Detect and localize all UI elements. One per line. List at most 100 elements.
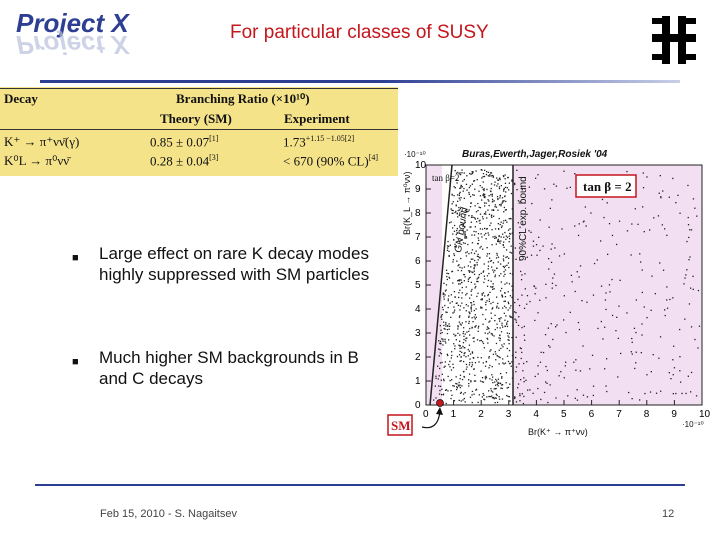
scatter-point bbox=[464, 347, 466, 349]
scatter-point bbox=[463, 307, 465, 309]
scatter-point bbox=[635, 299, 637, 301]
scatter-point bbox=[448, 323, 450, 325]
scatter-point bbox=[501, 295, 503, 297]
scatter-point bbox=[487, 171, 490, 173]
scatter-point bbox=[488, 204, 490, 207]
scatter-point bbox=[504, 174, 506, 176]
scatter-point bbox=[626, 312, 628, 314]
scatter-point bbox=[520, 357, 522, 360]
scatter-point bbox=[479, 185, 481, 187]
scatter-point bbox=[503, 206, 505, 209]
scatter-point bbox=[527, 389, 529, 391]
scatter-point bbox=[448, 363, 450, 366]
scatter-point bbox=[452, 312, 454, 314]
scatter-point bbox=[461, 223, 463, 226]
scatter-point bbox=[503, 275, 505, 277]
scatter-point bbox=[457, 265, 459, 267]
scatter-point bbox=[501, 287, 503, 290]
scatter-point bbox=[646, 374, 648, 376]
y-tick-label: 4 bbox=[415, 304, 421, 315]
scatter-point bbox=[501, 376, 503, 378]
scatter-point bbox=[465, 368, 468, 370]
scatter-point bbox=[486, 275, 489, 277]
scatter-point bbox=[666, 299, 668, 301]
scatter-point bbox=[486, 255, 488, 257]
scatter-point bbox=[456, 355, 459, 358]
scatter-point bbox=[468, 373, 471, 375]
scatter-point bbox=[470, 307, 472, 309]
scatter-point bbox=[453, 343, 455, 345]
scatter-point bbox=[471, 288, 473, 291]
scatter-point bbox=[537, 312, 539, 314]
scatter-point bbox=[468, 271, 471, 273]
scatter-point bbox=[484, 318, 487, 320]
scatter-point bbox=[458, 296, 460, 299]
scatter-point bbox=[460, 356, 462, 358]
scatter-point bbox=[683, 283, 685, 285]
scatter-point bbox=[500, 203, 502, 205]
scatter-point bbox=[459, 279, 461, 281]
scatter-point bbox=[483, 213, 486, 215]
scatter-point bbox=[457, 332, 459, 334]
scatter-point bbox=[481, 236, 483, 238]
scatter-point bbox=[488, 367, 490, 369]
scatter-point bbox=[496, 305, 498, 307]
scatter-point bbox=[606, 202, 608, 204]
scatter-point bbox=[493, 388, 495, 390]
scatter-point bbox=[467, 280, 469, 282]
scatter-point bbox=[495, 384, 497, 386]
scatter-point bbox=[494, 351, 496, 353]
scatter-point bbox=[494, 381, 496, 383]
scatter-point bbox=[490, 260, 493, 262]
scatter-point bbox=[532, 240, 535, 242]
scatter-point bbox=[458, 354, 461, 356]
scatter-point bbox=[478, 394, 480, 396]
page-number: 12 bbox=[662, 508, 675, 520]
scatter-point bbox=[497, 382, 500, 385]
scatter-point bbox=[505, 209, 507, 211]
scatter-point bbox=[448, 250, 450, 252]
scatter-point bbox=[500, 240, 502, 242]
scatter-point bbox=[498, 228, 500, 230]
scatter-point bbox=[508, 302, 510, 305]
scatter-point bbox=[495, 393, 497, 395]
scatter-point bbox=[468, 344, 471, 346]
scatter-point bbox=[673, 345, 675, 347]
scatter-point bbox=[499, 356, 501, 359]
scatter-point bbox=[459, 315, 461, 317]
scatter-point bbox=[631, 353, 633, 355]
scatter-point bbox=[465, 252, 467, 254]
scatter-point bbox=[484, 399, 486, 401]
scatter-point bbox=[452, 367, 455, 369]
header-rule bbox=[40, 80, 380, 83]
scatter-point bbox=[490, 215, 493, 217]
scatter-point bbox=[540, 351, 542, 353]
scatter-point bbox=[493, 200, 495, 202]
scatter-point bbox=[508, 332, 510, 335]
scatter-point bbox=[459, 212, 461, 214]
scatter-point bbox=[439, 389, 441, 392]
br-scatter-plot: 0 1 2 3 4 5 6 7 8 9 10 0 1 2 3 4 5 6 7 8 9 10 Buras,Ewerth,J… bbox=[387, 149, 711, 437]
scatter-point bbox=[447, 240, 449, 243]
scatter-point bbox=[517, 383, 520, 385]
scatter-point bbox=[468, 277, 470, 279]
scatter-point bbox=[494, 228, 497, 230]
scatter-point bbox=[685, 392, 687, 395]
scatter-point bbox=[507, 320, 509, 322]
scatter-point bbox=[447, 325, 449, 327]
scatter-point bbox=[692, 275, 694, 277]
scatter-point bbox=[470, 380, 472, 382]
scatter-point bbox=[493, 335, 495, 337]
scatter-point bbox=[695, 395, 698, 397]
scatter-point bbox=[601, 198, 604, 201]
scatter-point bbox=[502, 244, 504, 246]
scatter-point bbox=[460, 324, 462, 326]
scatter-point bbox=[690, 229, 693, 231]
scatter-point bbox=[474, 314, 476, 316]
x-tick-label: 5 bbox=[561, 409, 567, 420]
scatter-point bbox=[458, 344, 460, 346]
scatter-point bbox=[438, 385, 440, 387]
scatter-point bbox=[443, 366, 445, 368]
scatter-point bbox=[490, 388, 492, 390]
scatter-point bbox=[574, 173, 576, 175]
